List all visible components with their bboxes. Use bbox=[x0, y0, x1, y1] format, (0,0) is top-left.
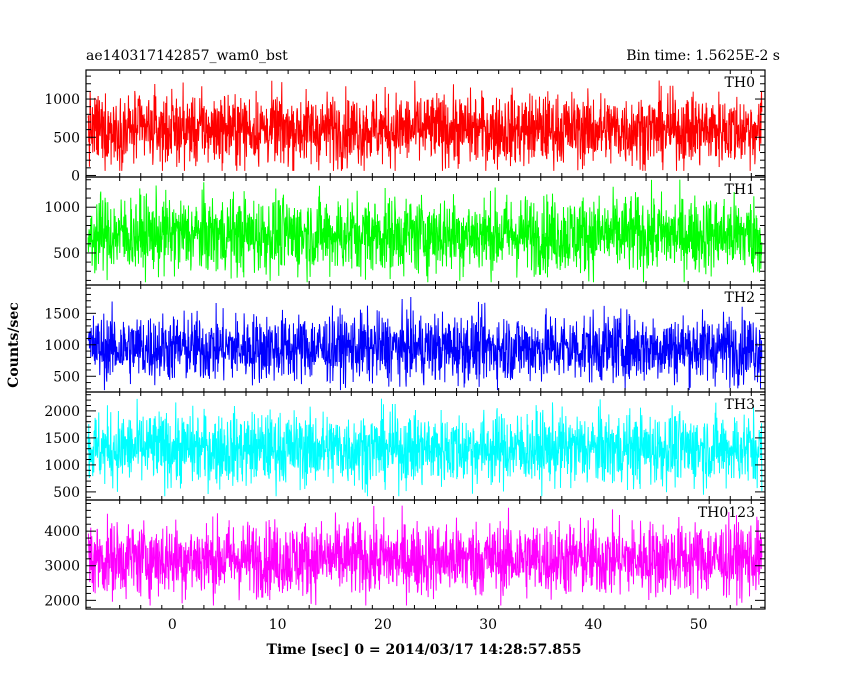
panels-group: 0 500 1000 TH0 500 1000 TH1 500 1000 1500 TH2 500 10… bbox=[44, 69, 766, 610]
x-tick-label: 40 bbox=[584, 617, 602, 633]
panel-th0: 0 500 1000 TH0 bbox=[44, 69, 766, 184]
x-axis-label: Time [sec] 0 = 2014/03/17 14:28:57.855 bbox=[267, 642, 582, 658]
panel-label-th2: TH2 bbox=[725, 290, 755, 306]
panel-th0123: 2000 3000 4000 TH0123 bbox=[44, 499, 766, 610]
panel-th2: 500 1000 1500 TH2 bbox=[44, 284, 766, 393]
panel-label-th1: TH1 bbox=[725, 182, 755, 198]
y-tick-label: 1500 bbox=[44, 306, 80, 322]
bin-time-label: Bin time: 1.5625E-2 s bbox=[626, 48, 780, 64]
series-line-th3 bbox=[87, 398, 763, 497]
y-tick-label: 1000 bbox=[44, 458, 80, 474]
panel-frame bbox=[85, 499, 766, 610]
y-tick-label: 1000 bbox=[44, 338, 80, 354]
panel-label-th0123: TH0123 bbox=[698, 505, 755, 521]
y-tick-label: 2000 bbox=[44, 593, 80, 609]
y-tick-label: 3000 bbox=[44, 559, 80, 575]
series-line-th0123 bbox=[87, 505, 763, 606]
y-tick-label: 2000 bbox=[44, 404, 80, 420]
y-tick-label: 500 bbox=[53, 485, 80, 501]
y-tick-label: 1500 bbox=[44, 431, 80, 447]
x-axis: 0 10 20 30 40 50 bbox=[168, 617, 708, 633]
y-tick-label: 1000 bbox=[44, 92, 80, 108]
series-line-th2 bbox=[87, 297, 763, 391]
panel-th1: 500 1000 TH1 bbox=[44, 176, 766, 286]
plot-title-left: ae140317142857_wam0_bst bbox=[86, 48, 288, 64]
panel-label-th3: TH3 bbox=[725, 397, 755, 413]
x-tick-label: 50 bbox=[690, 617, 708, 633]
x-tick-label: 30 bbox=[479, 617, 497, 633]
y-tick-label: 4000 bbox=[44, 524, 80, 540]
y-tick-label: 500 bbox=[53, 246, 80, 262]
y-axis-label: Counts/sec bbox=[6, 302, 22, 388]
series-line-th1 bbox=[87, 179, 763, 283]
y-tick-label: 0 bbox=[71, 168, 80, 184]
series-line-th0 bbox=[87, 80, 763, 171]
y-tick-label: 1000 bbox=[44, 200, 80, 216]
y-tick-label: 500 bbox=[53, 369, 80, 385]
y-tick-label: 500 bbox=[53, 130, 80, 146]
x-tick-label: 0 bbox=[168, 617, 177, 633]
panel-label-th0: TH0 bbox=[725, 75, 755, 91]
panel-th3: 500 1000 1500 2000 TH3 bbox=[44, 391, 766, 501]
x-tick-label: 20 bbox=[374, 617, 392, 633]
x-tick-label: 10 bbox=[269, 617, 287, 633]
